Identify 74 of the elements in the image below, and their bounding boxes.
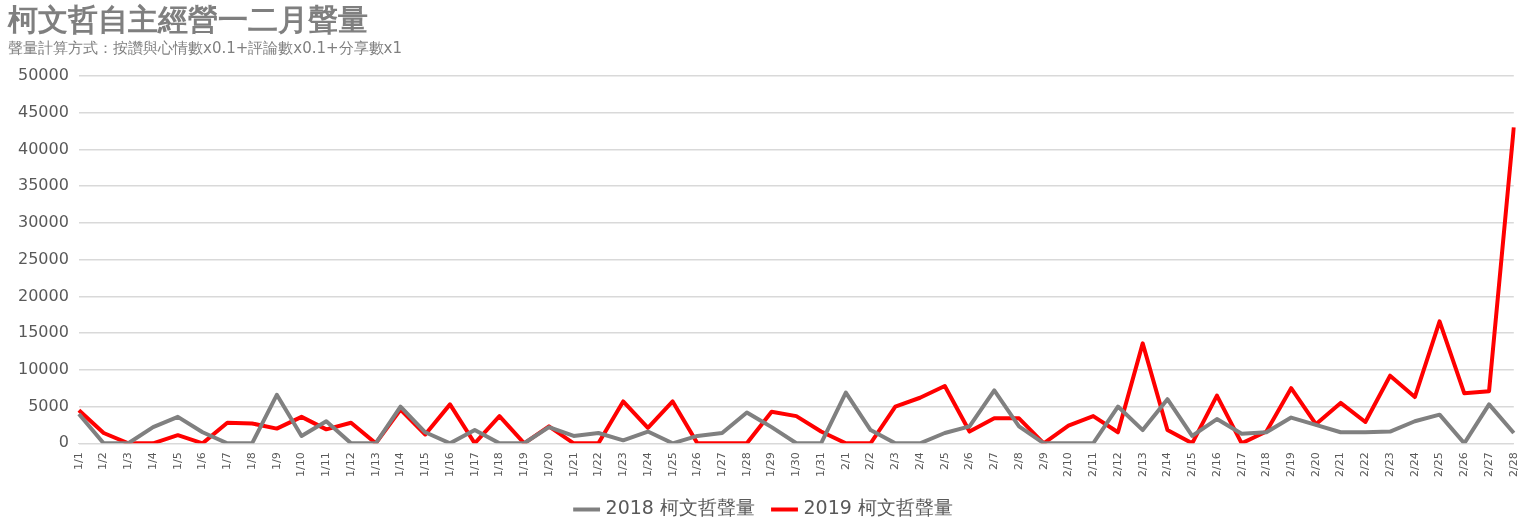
x-tick-label: 1/11 xyxy=(319,452,333,477)
x-tick-label: 1/31 xyxy=(813,452,827,477)
x-tick-label: 1/29 xyxy=(764,452,778,477)
x-tick-label: 2/13 xyxy=(1135,452,1149,477)
x-tick-label: 2/9 xyxy=(1036,452,1050,470)
y-tick-label: 50000 xyxy=(17,65,69,85)
y-tick-label: 30000 xyxy=(17,212,69,232)
x-tick-label: 2/3 xyxy=(888,452,902,470)
x-tick-label: 1/6 xyxy=(195,452,209,470)
x-tick-label: 1/23 xyxy=(616,452,630,477)
chart-title: 柯文哲自主經營一二月聲量 xyxy=(7,1,368,37)
x-tick-label: 1/20 xyxy=(541,452,555,477)
x-tick-label: 1/12 xyxy=(343,452,357,477)
x-tick-label: 1/19 xyxy=(517,452,531,477)
y-tick-label: 40000 xyxy=(17,138,69,158)
x-tick-label: 1/4 xyxy=(145,452,159,470)
x-tick-label: 2/2 xyxy=(863,452,877,470)
x-tick-label: 1/8 xyxy=(244,452,258,470)
x-tick-label: 1/5 xyxy=(170,452,184,470)
x-tick-label: 1/22 xyxy=(591,452,605,477)
x-tick-label: 2/26 xyxy=(1457,452,1471,477)
y-tick-label: 25000 xyxy=(17,248,69,268)
x-tick-label: 2/23 xyxy=(1382,452,1396,477)
x-tick-label: 2/19 xyxy=(1284,452,1297,477)
x-tick-label: 2/5 xyxy=(937,452,951,470)
x-tick-label: 2/4 xyxy=(912,452,926,470)
y-tick-label: 0 xyxy=(58,432,69,452)
x-tick-label: 1/14 xyxy=(393,452,407,477)
x-tick-label: 1/25 xyxy=(665,452,679,477)
y-tick-label: 10000 xyxy=(17,358,69,378)
x-tick-label: 2/14 xyxy=(1160,452,1174,477)
x-tick-label: 1/2 xyxy=(96,452,110,470)
x-tick-label: 1/13 xyxy=(368,452,382,477)
x-tick-label: 2/25 xyxy=(1432,452,1446,477)
legend-label: 2019 柯文哲聲量 xyxy=(803,496,953,519)
x-tick-label: 1/15 xyxy=(418,452,432,477)
x-tick-label: 2/15 xyxy=(1185,452,1199,477)
x-tick-label: 2/18 xyxy=(1259,452,1273,477)
x-tick-label: 1/1 xyxy=(71,452,85,470)
x-tick-label: 2/16 xyxy=(1209,452,1223,477)
chart-subtitle: 聲量計算方式：按讚與心情數x0.1+評論數x0.1+分享數x1 xyxy=(8,38,403,57)
x-tick-label: 1/28 xyxy=(739,452,753,477)
x-tick-label: 2/11 xyxy=(1086,452,1100,477)
x-tick-label: 2/28 xyxy=(1506,452,1520,477)
x-tick-label: 1/9 xyxy=(269,452,283,470)
x-tick-label: 1/7 xyxy=(220,452,234,470)
x-tick-label: 2/8 xyxy=(1011,452,1025,470)
x-tick-label: 2/1 xyxy=(838,452,852,470)
x-tick-label: 1/24 xyxy=(640,452,654,477)
x-tick-label: 2/22 xyxy=(1358,452,1372,477)
legend-label: 2018 柯文哲聲量 xyxy=(605,496,756,519)
x-tick-label: 1/21 xyxy=(566,452,580,477)
x-tick-label: 2/27 xyxy=(1481,452,1495,477)
x-tick-label: 1/26 xyxy=(690,452,704,477)
x-tick-label: 2/20 xyxy=(1308,452,1322,477)
x-tick-label: 1/27 xyxy=(714,452,728,477)
x-tick-label: 2/24 xyxy=(1407,452,1421,477)
x-tick-label: 1/16 xyxy=(442,452,456,477)
x-tick-label: 2/17 xyxy=(1234,452,1248,477)
x-tick-label: 1/17 xyxy=(467,452,481,477)
y-tick-label: 5000 xyxy=(28,395,69,415)
y-tick-label: 15000 xyxy=(17,322,69,342)
x-tick-label: 2/10 xyxy=(1061,452,1075,477)
x-tick-label: 1/3 xyxy=(121,452,135,470)
x-tick-label: 1/30 xyxy=(789,452,803,477)
y-tick-label: 45000 xyxy=(17,101,69,121)
x-tick-label: 2/6 xyxy=(962,452,976,470)
x-tick-label: 1/18 xyxy=(492,452,506,477)
x-tick-label: 2/7 xyxy=(987,452,1001,470)
y-tick-label: 35000 xyxy=(17,175,69,195)
x-tick-label: 2/12 xyxy=(1110,452,1124,477)
x-tick-label: 1/10 xyxy=(294,452,308,477)
x-tick-label: 2/21 xyxy=(1333,452,1347,477)
y-tick-label: 20000 xyxy=(17,285,69,305)
